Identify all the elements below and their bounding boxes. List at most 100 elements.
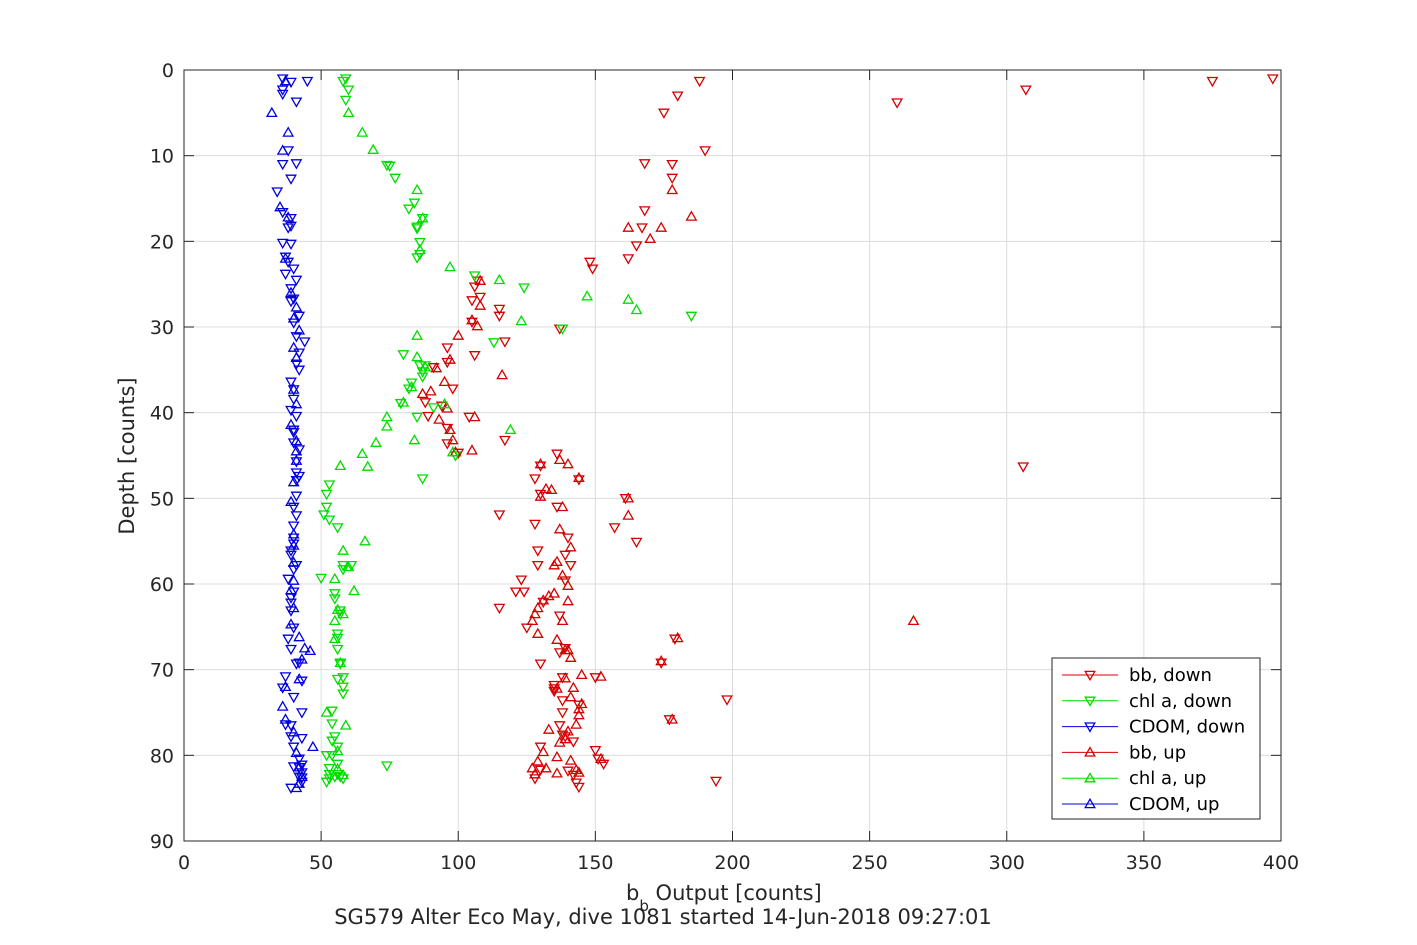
data-point — [290, 359, 303, 370]
data-point — [1019, 85, 1032, 96]
data-point — [408, 198, 421, 209]
data-point — [619, 494, 632, 505]
data-point — [293, 761, 306, 772]
data-point — [274, 200, 286, 212]
data-point — [891, 98, 904, 109]
data-point — [276, 159, 289, 171]
data-point — [435, 401, 448, 412]
data-point — [394, 398, 407, 410]
data-point — [542, 723, 555, 734]
data-point — [342, 85, 355, 96]
data-point — [907, 614, 920, 626]
data-point — [287, 318, 300, 329]
data-point — [657, 108, 670, 119]
data-point — [287, 601, 300, 613]
data-point — [594, 670, 607, 681]
data-point — [668, 634, 681, 645]
data-point — [279, 713, 292, 724]
data-point — [468, 271, 481, 282]
y-tick-label: 50 — [150, 488, 174, 510]
data-point — [548, 684, 561, 695]
legend-entry-label: CDOM, up — [1129, 794, 1219, 815]
data-points — [265, 74, 1279, 795]
data-point — [279, 672, 292, 683]
data-point — [290, 659, 303, 670]
data-point — [427, 363, 440, 374]
data-point — [493, 311, 506, 323]
data-point — [348, 584, 360, 596]
data-point — [446, 445, 459, 457]
data-point — [285, 550, 297, 562]
data-point — [666, 713, 679, 724]
data-point — [622, 293, 635, 304]
data-point — [337, 682, 350, 693]
data-point — [367, 143, 380, 154]
data-point — [290, 434, 303, 446]
data-point — [416, 474, 429, 485]
data-point — [531, 560, 544, 572]
data-point — [416, 387, 429, 399]
data-point — [285, 495, 297, 507]
series-cdom-up — [265, 74, 319, 793]
data-point — [537, 597, 550, 609]
data-point — [323, 763, 336, 775]
data-point — [556, 708, 569, 719]
data-point — [441, 423, 454, 435]
data-point — [287, 528, 300, 539]
data-point — [556, 324, 569, 335]
data-point — [287, 726, 300, 737]
data-point — [408, 433, 421, 445]
data-point — [295, 760, 308, 771]
data-point — [452, 329, 465, 340]
data-point — [323, 515, 336, 526]
data-point — [562, 579, 574, 590]
data-point — [411, 224, 424, 235]
data-point — [553, 721, 566, 732]
data-point — [282, 126, 295, 137]
x-tick-label: 0 — [178, 852, 190, 874]
data-point — [287, 574, 300, 585]
data-point — [446, 384, 459, 395]
data-point — [290, 332, 303, 343]
data-point — [334, 656, 347, 668]
data-point — [345, 560, 358, 572]
data-point — [721, 695, 733, 706]
y-tick-label: 30 — [150, 317, 174, 339]
data-point — [285, 377, 297, 388]
data-point — [567, 737, 580, 748]
data-point — [529, 474, 541, 485]
data-point — [317, 510, 330, 521]
data-point — [282, 574, 295, 586]
data-point — [331, 633, 344, 645]
data-point — [285, 221, 297, 233]
data-point — [339, 74, 352, 85]
data-point — [323, 774, 336, 785]
y-tick-label: 80 — [150, 745, 174, 767]
data-point — [493, 273, 506, 285]
data-point — [328, 572, 341, 584]
data-point — [509, 587, 522, 598]
data-point — [337, 560, 350, 572]
data-point — [326, 719, 339, 730]
data-point — [276, 238, 289, 250]
data-point — [287, 692, 300, 704]
data-point — [515, 314, 528, 326]
data-point — [545, 483, 558, 495]
y-tick-label: 90 — [150, 831, 174, 853]
data-point — [572, 708, 585, 720]
data-point — [290, 746, 303, 758]
data-point — [293, 311, 306, 323]
data-point — [1017, 462, 1030, 473]
data-point — [622, 254, 635, 265]
legend-entry-label: chl a, up — [1129, 768, 1206, 789]
data-point — [540, 762, 552, 773]
legend-marker — [1084, 746, 1096, 757]
data-point — [562, 594, 574, 606]
x-axis-label-subscript: b — [639, 897, 649, 915]
data-point — [427, 403, 440, 414]
data-point — [567, 681, 580, 692]
data-point — [295, 653, 308, 664]
data-point — [570, 718, 583, 729]
data-point — [710, 776, 722, 788]
data-point — [493, 510, 506, 521]
